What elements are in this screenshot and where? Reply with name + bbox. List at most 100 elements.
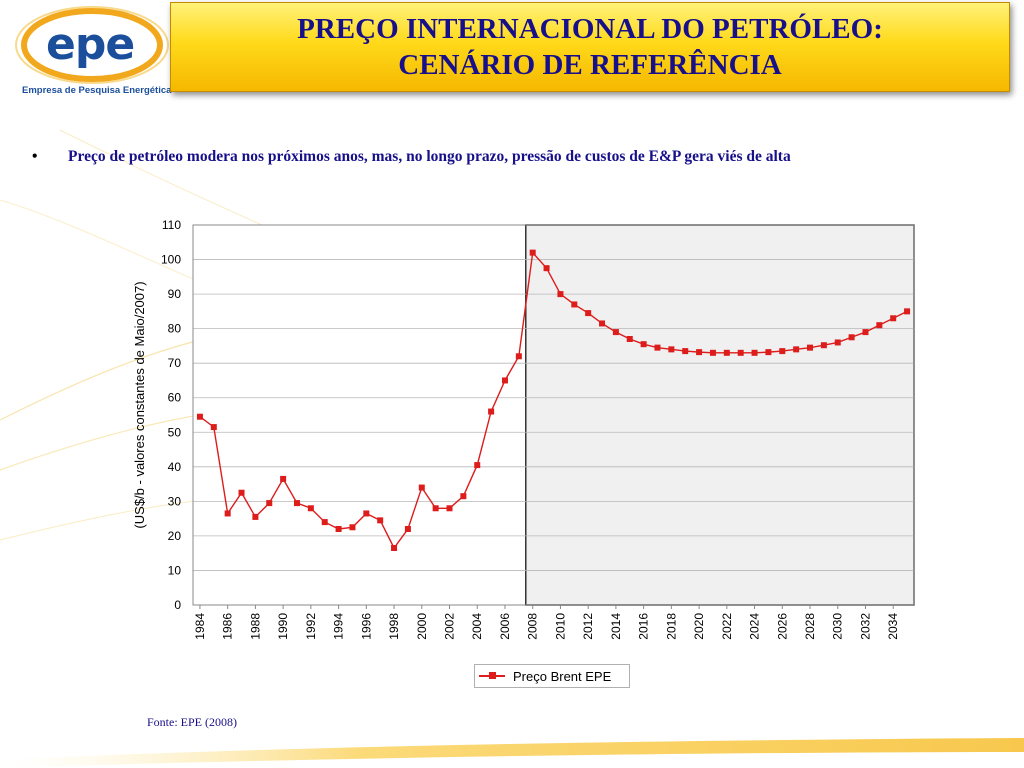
x-tick-label: 2004 bbox=[470, 613, 484, 640]
x-tick-label: 2008 bbox=[526, 613, 540, 640]
data-point bbox=[252, 513, 259, 520]
legend-series-marker bbox=[479, 665, 509, 687]
data-point bbox=[557, 291, 564, 298]
data-point bbox=[654, 344, 661, 351]
x-tick-label: 1990 bbox=[276, 613, 290, 640]
data-point bbox=[682, 348, 689, 355]
x-tick-label: 1994 bbox=[332, 613, 346, 640]
y-tick-label: 0 bbox=[174, 598, 181, 612]
x-tick-label: 1984 bbox=[193, 613, 207, 640]
y-tick-label: 100 bbox=[161, 253, 181, 267]
x-tick-label: 1988 bbox=[248, 613, 262, 640]
data-point bbox=[224, 510, 231, 517]
data-point bbox=[779, 348, 786, 355]
data-point bbox=[377, 517, 384, 524]
y-tick-label: 20 bbox=[168, 529, 182, 543]
data-point bbox=[723, 349, 730, 356]
data-point bbox=[446, 505, 453, 512]
plot-border bbox=[192, 224, 915, 606]
data-point bbox=[834, 339, 841, 346]
x-tick-label: 2002 bbox=[443, 613, 457, 640]
y-tick-label: 70 bbox=[168, 356, 182, 370]
data-point bbox=[612, 329, 619, 336]
data-point bbox=[626, 336, 633, 342]
x-tick-label: 2000 bbox=[415, 613, 429, 640]
data-point bbox=[293, 500, 300, 507]
data-point bbox=[363, 510, 370, 517]
x-tick-label: 2032 bbox=[858, 613, 872, 640]
y-tick-label: 40 bbox=[168, 460, 182, 474]
data-point bbox=[765, 349, 772, 356]
bullet-text: Preço de petróleo modera nos próximos an… bbox=[68, 148, 791, 165]
title-banner: PREÇO INTERNACIONAL DO PETRÓLEO: CENÁRIO… bbox=[170, 2, 1010, 92]
page-title-line-2: CENÁRIO DE REFERÊNCIA bbox=[398, 49, 782, 81]
y-tick-label: 60 bbox=[168, 391, 182, 405]
x-tick-label: 2006 bbox=[498, 613, 512, 640]
data-point bbox=[280, 475, 287, 482]
x-tick-label: 2024 bbox=[748, 613, 762, 640]
data-point bbox=[571, 301, 578, 308]
y-tick-label: 10 bbox=[168, 563, 182, 577]
x-tick-label: 1996 bbox=[359, 613, 373, 640]
data-point bbox=[321, 519, 328, 526]
data-point bbox=[418, 484, 425, 491]
data-point bbox=[391, 545, 398, 551]
logo-subtitle: Empresa de Pesquisa Energética bbox=[22, 85, 172, 96]
x-tick-label: 2028 bbox=[803, 613, 817, 640]
forecast-region bbox=[525, 224, 915, 606]
data-point bbox=[696, 349, 703, 356]
data-point bbox=[307, 505, 314, 512]
y-tick-label: 30 bbox=[168, 494, 182, 508]
data-point bbox=[904, 308, 911, 315]
x-tick-label: 2030 bbox=[831, 613, 845, 640]
x-tick-label: 2016 bbox=[637, 613, 651, 640]
x-tick-label: 1998 bbox=[387, 613, 401, 640]
data-point bbox=[640, 341, 647, 348]
data-point bbox=[793, 346, 800, 353]
x-tick-label: 2012 bbox=[581, 613, 595, 640]
data-point bbox=[862, 329, 869, 336]
data-point bbox=[876, 322, 883, 329]
x-tick-label: 2014 bbox=[609, 613, 623, 640]
x-tick-label: 2020 bbox=[692, 613, 706, 640]
data-point bbox=[238, 489, 245, 496]
y-axis-label: (US$/b - valores constantes de Maio/2007… bbox=[132, 281, 147, 528]
data-point bbox=[709, 349, 716, 356]
data-point bbox=[196, 413, 203, 420]
data-point bbox=[543, 265, 550, 272]
data-point bbox=[820, 342, 827, 349]
y-tick-label: 90 bbox=[168, 287, 182, 301]
data-point bbox=[210, 424, 217, 431]
data-point bbox=[266, 500, 273, 507]
data-point bbox=[848, 334, 855, 341]
x-tick-label: 1986 bbox=[221, 613, 235, 640]
x-tick-label: 2026 bbox=[775, 613, 789, 640]
x-tick-label: 2022 bbox=[720, 613, 734, 640]
data-point bbox=[751, 349, 758, 356]
data-point bbox=[737, 349, 744, 356]
epe-logo: epe Empresa de Pesquisa Energética bbox=[10, 5, 171, 100]
x-tick-label: 2010 bbox=[553, 613, 567, 640]
chart-legend: Preço Brent EPE bbox=[474, 664, 630, 688]
data-point bbox=[488, 408, 495, 415]
data-point bbox=[460, 493, 467, 500]
x-tick-label: 2034 bbox=[886, 613, 900, 640]
data-point bbox=[501, 377, 508, 384]
source-note: Fonte: EPE (2008) bbox=[147, 715, 237, 729]
data-point bbox=[807, 344, 814, 351]
logo-ring-icon bbox=[15, 6, 169, 84]
y-tick-label: 110 bbox=[162, 218, 181, 232]
data-point bbox=[432, 505, 439, 512]
data-point bbox=[585, 310, 592, 317]
page-title-line-1: PREÇO INTERNACIONAL DO PETRÓLEO: bbox=[297, 13, 883, 45]
y-tick-label: 80 bbox=[168, 322, 182, 336]
data-point bbox=[474, 462, 481, 469]
data-point bbox=[515, 353, 522, 360]
data-point bbox=[668, 346, 675, 353]
x-tick-label: 2018 bbox=[664, 613, 678, 640]
data-point bbox=[335, 526, 342, 532]
data-point bbox=[404, 526, 411, 532]
data-point bbox=[529, 249, 536, 256]
logo-text: epe bbox=[46, 19, 135, 70]
